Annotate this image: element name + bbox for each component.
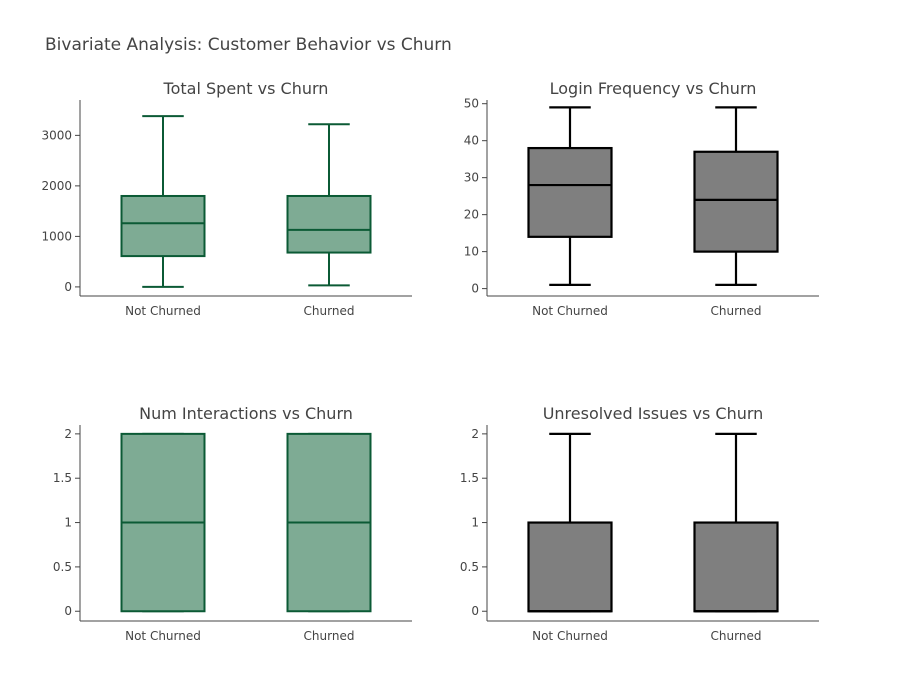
box-body [120,194,206,258]
y-tick-label-login-frequency: 30 [464,171,479,185]
x-tick-label-login-frequency: Not Churned [532,304,608,318]
y-tick-label-num-interactions: 1.5 [53,471,72,485]
box-body [286,194,372,254]
subplot-title-num-interactions: Num Interactions vs Churn [139,404,353,423]
x-tick-label-num-interactions: Churned [304,629,355,643]
box-num-interactions-churned [286,432,372,613]
y-tick-label-unresolved-issues: 0.5 [460,560,479,574]
y-tick-label-num-interactions: 0.5 [53,560,72,574]
y-tick-label-login-frequency: 20 [464,208,479,222]
y-tick-label-unresolved-issues: 1 [471,516,479,530]
y-tick-label-login-frequency: 10 [464,245,479,259]
x-tick-label-unresolved-issues: Not Churned [532,629,608,643]
y-tick-label-login-frequency: 0 [471,282,479,296]
box-body [693,521,779,613]
subplot-num-interactions: Num Interactions vs Churn 0 0.5 1 1.5 2 Not Ch… [53,404,412,643]
y-tick-label-total-spent: 0 [64,280,72,294]
box-body [527,521,613,613]
y-tick-label-total-spent: 3000 [41,128,72,142]
box-num-interactions-not-churned [120,432,206,613]
y-tick-label-unresolved-issues: 1.5 [460,471,479,485]
box-body [527,146,613,238]
box-unresolved-issues-not-churned [527,432,613,613]
y-tick-label-login-frequency: 50 [464,97,479,111]
box-total-spent-not-churned [120,115,206,288]
subplot-login-frequency: Login Frequency vs Churn 0 10 20 30 40 50 Not C… [464,79,819,318]
box-unresolved-issues-churned [693,432,779,613]
box-login-frequency-churned [693,106,779,287]
x-tick-label-unresolved-issues: Churned [711,629,762,643]
box-login-frequency-not-churned [527,106,613,287]
y-tick-label-num-interactions: 1 [64,516,72,530]
y-tick-label-unresolved-issues: 2 [471,427,479,441]
subplot-title-unresolved-issues: Unresolved Issues vs Churn [543,404,764,423]
y-tick-label-login-frequency: 40 [464,134,479,148]
box-total-spent-churned [286,123,372,287]
x-tick-label-login-frequency: Churned [711,304,762,318]
y-tick-label-unresolved-issues: 0 [471,604,479,618]
y-tick-label-total-spent: 1000 [41,229,72,243]
subplot-unresolved-issues: Unresolved Issues vs Churn 0 0.5 1 1.5 2 Not C… [460,404,819,643]
figure-title: Bivariate Analysis: Customer Behavior vs… [45,35,452,55]
y-tick-label-total-spent: 2000 [41,179,72,193]
x-tick-label-total-spent: Churned [304,304,355,318]
y-tick-label-num-interactions: 2 [64,427,72,441]
subplot-total-spent: Total Spent vs Churn 0 1000 2000 3000 Not Chu… [41,79,412,318]
x-tick-label-total-spent: Not Churned [125,304,201,318]
box-body [693,150,779,253]
y-tick-label-num-interactions: 0 [64,604,72,618]
x-tick-label-num-interactions: Not Churned [125,629,201,643]
subplot-title-login-frequency: Login Frequency vs Churn [550,79,757,98]
subplot-title-total-spent: Total Spent vs Churn [163,79,329,98]
